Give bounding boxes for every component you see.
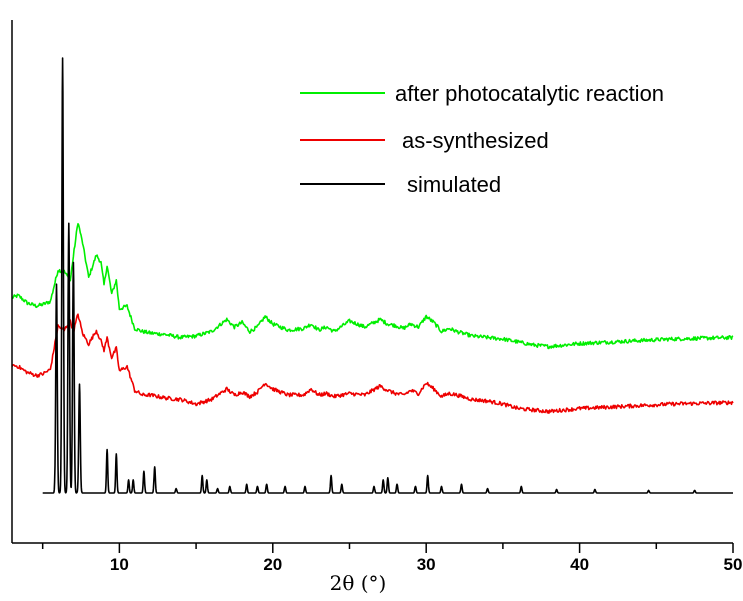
- x-tick-label: 30: [417, 555, 436, 574]
- legend-label-1: after photocatalytic reaction: [395, 81, 664, 106]
- x-axis-title: 2θ (°): [330, 571, 387, 595]
- series-line-3: [42, 57, 734, 494]
- series-line-1: [11, 223, 734, 350]
- series-line-2: [11, 313, 734, 414]
- x-tick-label: 50: [724, 555, 743, 574]
- legend-label-2: as-synthesized: [402, 128, 549, 153]
- legend: after photocatalytic reaction as-synthesi…: [300, 81, 664, 197]
- x-ticks: 10 20 30 40 50: [41, 543, 743, 574]
- x-tick-label: 40: [570, 555, 589, 574]
- x-tick-label: 10: [110, 555, 129, 574]
- x-tick-label: 20: [263, 555, 282, 574]
- series-layer: [11, 57, 734, 494]
- legend-label-3: simulated: [407, 172, 501, 197]
- axes: [11, 20, 733, 544]
